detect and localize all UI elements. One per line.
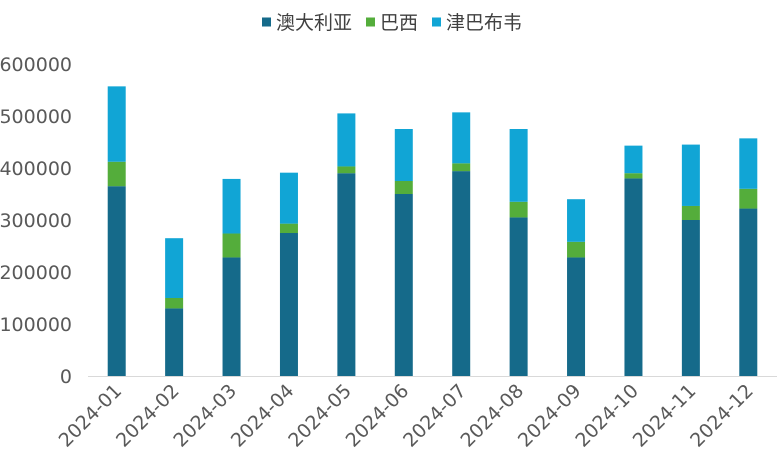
- bar-segment: [107, 86, 126, 162]
- bar-segment: [509, 129, 528, 202]
- x-tick-label: 2024-12: [686, 380, 758, 452]
- legend-swatch: [432, 17, 441, 27]
- y-tick-label: 0: [60, 366, 72, 388]
- legend: 澳大利亚 巴西 津巴布韦: [262, 12, 522, 34]
- bar-segment: [279, 172, 298, 224]
- bar-segment: [624, 173, 643, 179]
- bar-segment: [452, 171, 471, 376]
- legend-label: 津巴布韦: [446, 12, 522, 34]
- bar-segment: [165, 238, 184, 298]
- bar-segment: [394, 129, 413, 181]
- y-axis: 0 100000 200000 300000 400000 500000 600000: [0, 54, 72, 388]
- y-tick-label: 400000: [0, 158, 72, 180]
- y-tick-label: 200000: [0, 262, 72, 284]
- bar-segment: [222, 233, 241, 258]
- bar-segment: [509, 217, 528, 376]
- bar-segment: [452, 163, 471, 172]
- bar-segment: [222, 257, 241, 376]
- bar-segment: [509, 201, 528, 218]
- bar-segment: [624, 178, 643, 376]
- x-axis: 2024-012024-022024-032024-042024-052024-…: [55, 376, 777, 452]
- y-tick-label: 500000: [0, 106, 72, 128]
- legend-swatch: [262, 17, 271, 27]
- legend-label: 澳大利亚: [276, 12, 352, 34]
- bar-segment: [337, 173, 356, 376]
- bar-segment: [279, 233, 298, 376]
- bar-segment: [222, 178, 241, 234]
- bar-segment: [107, 161, 126, 187]
- bar-segment: [567, 199, 586, 242]
- bar-segment: [624, 145, 643, 174]
- bar-segment: [739, 208, 758, 376]
- bar-segment: [739, 188, 758, 209]
- bars: [107, 86, 758, 376]
- bar-segment: [567, 241, 586, 258]
- bar-segment: [681, 144, 700, 206]
- bar-segment: [165, 298, 184, 309]
- bar-segment: [394, 194, 413, 376]
- bar-segment: [279, 223, 298, 233]
- bar-segment: [567, 257, 586, 376]
- bar-segment: [394, 181, 413, 194]
- y-tick-label: 100000: [0, 314, 72, 336]
- bar-segment: [165, 308, 184, 376]
- y-tick-label: 300000: [0, 210, 72, 232]
- bar-segment: [681, 205, 700, 220]
- bar-segment: [107, 186, 126, 376]
- bar-segment: [739, 138, 758, 189]
- bar-segment: [452, 112, 471, 164]
- bar-segment: [337, 166, 356, 174]
- legend-label: 巴西: [380, 12, 418, 34]
- legend-swatch: [366, 17, 375, 27]
- bar-segment: [681, 220, 700, 376]
- y-tick-label: 600000: [0, 54, 72, 76]
- bar-segment: [337, 113, 356, 167]
